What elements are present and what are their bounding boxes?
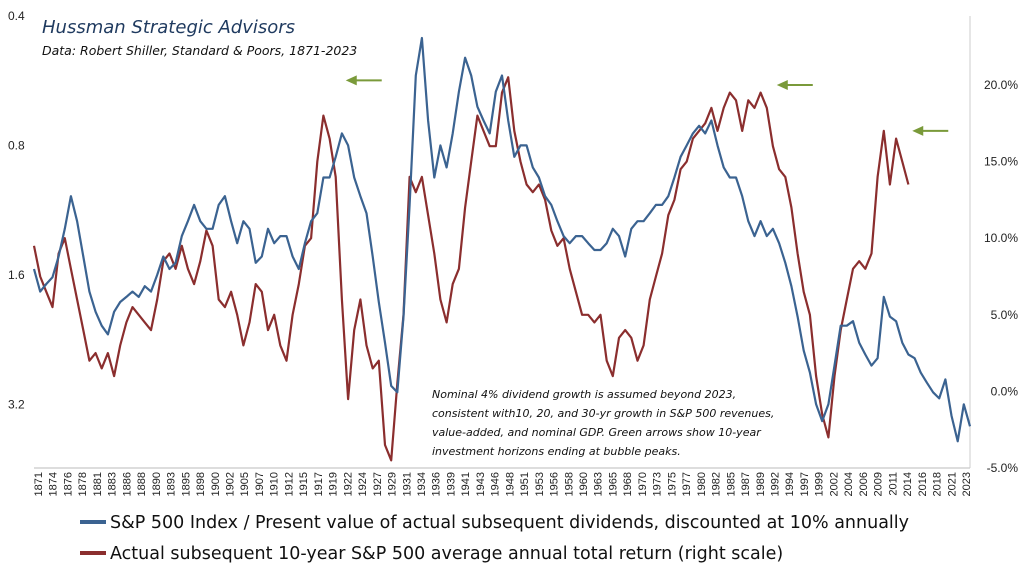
annotation-line: value-added, and nominal GDP. Green arro… <box>432 426 762 439</box>
x-tick-label: 1907 <box>254 472 266 496</box>
series-layer <box>32 36 972 462</box>
right-tick-label: 15.0% <box>984 155 1018 169</box>
x-axis: 1871 1874 1876 1878 1881 1883 1886 1888 1890 1893… <box>33 472 973 496</box>
green-arrow-icon <box>912 125 949 136</box>
annotation-note: Nominal 4% dividend growth is assumed be… <box>432 388 774 458</box>
annotation-line: Nominal 4% dividend growth is assumed be… <box>432 388 736 401</box>
x-tick-label: 1902 <box>224 472 236 496</box>
x-tick-label: 1975 <box>666 472 678 496</box>
annotation-line: investment horizons ending at bubble pea… <box>432 445 681 458</box>
right-tick-label: -5.0% <box>987 461 1019 475</box>
x-tick-label: 1992 <box>770 472 782 496</box>
x-tick-label: 1973 <box>652 472 664 496</box>
x-tick-label: 1999 <box>814 472 826 496</box>
x-tick-label: 1881 <box>92 472 104 496</box>
green-arrow-icon <box>345 75 382 86</box>
left-tick-label: 0.4 <box>8 9 25 23</box>
x-tick-label: 1912 <box>283 472 295 496</box>
x-tick-label: 1941 <box>460 472 472 496</box>
annotation-line: consistent with10, 20, and 30-yr growth … <box>432 407 774 420</box>
x-tick-label: 1946 <box>490 472 502 496</box>
series-valuation-line <box>32 36 972 443</box>
x-tick-label: 1958 <box>563 472 575 496</box>
right-tick-label: 20.0% <box>984 78 1018 92</box>
x-tick-label: 2002 <box>828 472 840 496</box>
x-tick-label: 1997 <box>799 472 811 496</box>
arrow-layer <box>345 75 949 136</box>
x-tick-label: 2009 <box>873 472 885 496</box>
x-tick-label: 1963 <box>593 472 605 496</box>
x-tick-label: 1994 <box>784 472 796 496</box>
x-tick-label: 1878 <box>77 472 89 496</box>
left-tick-label: 0.8 <box>8 138 25 152</box>
x-tick-label: 1917 <box>313 472 325 496</box>
x-tick-label: 1953 <box>534 472 546 496</box>
plot-frame <box>34 16 971 469</box>
green-arrow-icon <box>776 79 813 90</box>
left-tick-label: 1.6 <box>8 268 25 282</box>
x-tick-label: 2006 <box>858 472 870 496</box>
right-tick-label: 5.0% <box>991 308 1019 322</box>
legend-entry-valuation: S&P 500 Index / Present value of actual … <box>110 513 909 533</box>
x-tick-label: 1927 <box>372 472 384 496</box>
x-tick-label: 2023 <box>961 472 973 496</box>
left-axis: 0.4 0.8 1.6 3.2 <box>8 9 25 411</box>
x-tick-label: 1915 <box>298 472 310 496</box>
x-tick-label: 2011 <box>887 472 899 496</box>
x-tick-label: 1968 <box>622 472 634 496</box>
x-tick-label: 1989 <box>755 472 767 496</box>
x-tick-label: 1970 <box>637 472 649 496</box>
legend: S&P 500 Index / Present value of actual … <box>80 513 909 564</box>
x-tick-label: 1939 <box>445 472 457 496</box>
x-tick-label: 1910 <box>269 472 281 496</box>
x-tick-label: 1982 <box>711 472 723 496</box>
x-tick-label: 1936 <box>431 472 443 496</box>
x-tick-label: 1977 <box>681 472 693 496</box>
x-tick-label: 1980 <box>696 472 708 496</box>
x-tick-label: 2016 <box>917 472 929 496</box>
x-tick-label: 1985 <box>725 472 737 496</box>
x-tick-label: 1874 <box>48 472 60 496</box>
series-return-line <box>32 76 910 462</box>
legend-entry-return: Actual subsequent 10-year S&P 500 averag… <box>110 544 783 564</box>
x-tick-label: 1895 <box>180 472 192 496</box>
x-tick-label: 1893 <box>166 472 178 496</box>
right-tick-label: 10.0% <box>984 231 1018 245</box>
x-tick-label: 1871 <box>33 472 45 496</box>
x-tick-label: 1929 <box>387 472 399 496</box>
x-tick-label: 2004 <box>843 472 855 496</box>
x-tick-label: 1987 <box>740 472 752 496</box>
chart-title: Hussman Strategic Advisors <box>42 17 295 38</box>
x-tick-label: 1883 <box>107 472 119 496</box>
x-tick-label: 1919 <box>328 472 340 496</box>
x-tick-label: 1956 <box>549 472 561 496</box>
x-tick-label: 1898 <box>195 472 207 496</box>
x-tick-label: 1934 <box>416 472 428 496</box>
x-tick-label: 1900 <box>210 472 222 496</box>
x-tick-label: 1948 <box>504 472 516 496</box>
x-tick-label: 2018 <box>932 472 944 496</box>
x-tick-label: 1888 <box>136 472 148 496</box>
x-tick-label: 1905 <box>239 472 251 496</box>
x-tick-label: 2014 <box>902 472 914 496</box>
x-tick-label: 2021 <box>946 472 958 496</box>
x-tick-label: 1922 <box>342 472 354 496</box>
right-axis: -5.0% 0.0% 5.0% 10.0% 15.0% 20.0% <box>984 78 1018 475</box>
x-tick-label: 1931 <box>401 472 413 496</box>
x-tick-label: 1965 <box>607 472 619 496</box>
x-tick-label: 1960 <box>578 472 590 496</box>
x-tick-label: 1890 <box>151 472 163 496</box>
x-tick-label: 1886 <box>121 472 133 496</box>
left-tick-label: 3.2 <box>8 397 25 411</box>
x-tick-label: 1951 <box>519 472 531 496</box>
chart-subtitle: Data: Robert Shiller, Standard & Poors, … <box>42 43 357 58</box>
right-tick-label: 0.0% <box>991 384 1019 398</box>
x-tick-label: 1943 <box>475 472 487 496</box>
x-tick-label: 1924 <box>357 472 369 496</box>
x-tick-label: 1876 <box>62 472 74 496</box>
